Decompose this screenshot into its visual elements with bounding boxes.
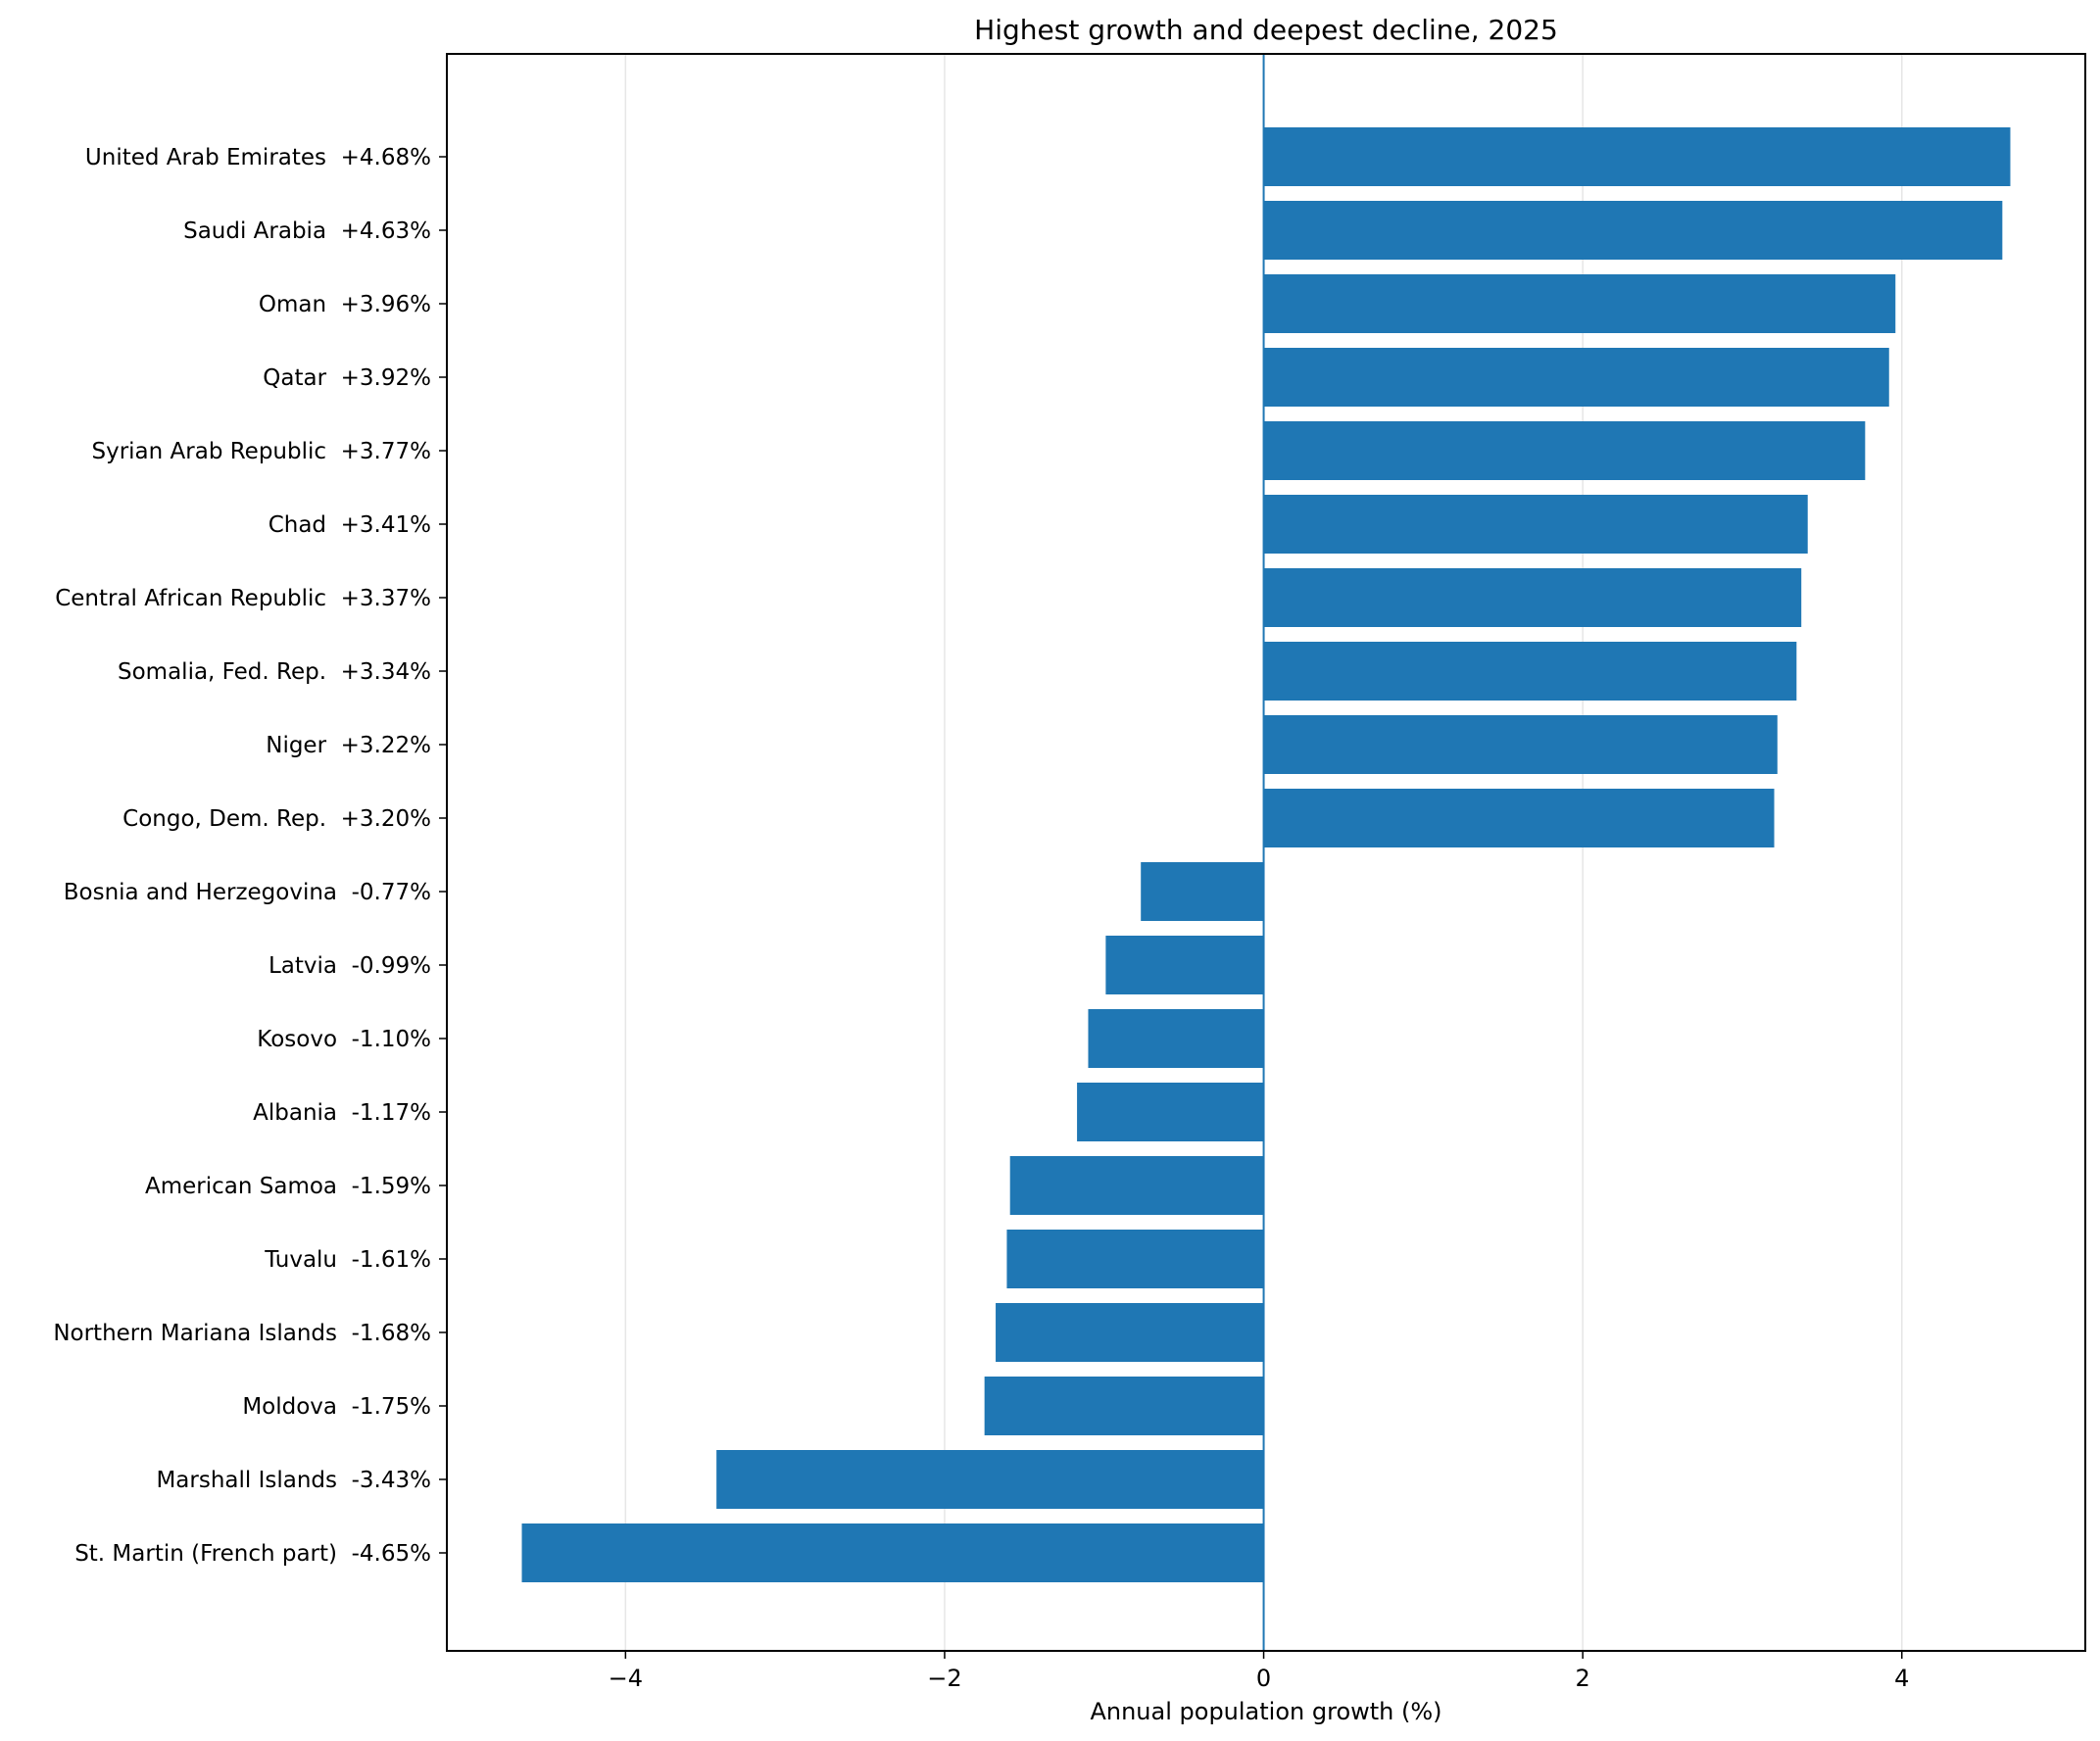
bar-17 — [984, 1377, 1264, 1435]
y-tick-label-19: St. Martin (French part) -4.65% — [74, 1541, 431, 1567]
y-tick-label-3: Qatar +3.92% — [263, 365, 431, 391]
bar-12 — [1088, 1009, 1264, 1068]
bar-13 — [1077, 1083, 1264, 1141]
bar-15 — [1006, 1230, 1264, 1288]
x-tick-label-0: −4 — [609, 1665, 643, 1692]
x-tick-label-3: 2 — [1576, 1665, 1590, 1692]
y-axis-ticks: United Arab Emirates +4.68% Saudi Arabia … — [53, 145, 447, 1567]
y-tick-label-0: United Arab Emirates +4.68% — [85, 145, 431, 170]
bar-8 — [1263, 715, 1778, 774]
bar-16 — [996, 1303, 1264, 1362]
y-tick-label-8: Niger +3.22% — [266, 733, 431, 758]
bar-0 — [1263, 127, 2011, 186]
bar-9 — [1263, 789, 1775, 847]
y-tick-label-14: American Samoa -1.59% — [145, 1174, 431, 1199]
y-tick-label-16: Northern Mariana Islands -1.68% — [53, 1321, 431, 1346]
y-tick-label-5: Chad +3.41% — [269, 512, 431, 538]
y-tick-label-7: Somalia, Fed. Rep. +3.34% — [118, 659, 431, 685]
y-tick-label-10: Bosnia and Herzegovina -0.77% — [64, 880, 431, 905]
y-tick-label-13: Albania -1.17% — [253, 1100, 431, 1126]
y-tick-label-9: Congo, Dem. Rep. +3.20% — [122, 806, 431, 832]
y-tick-label-15: Tuvalu -1.61% — [264, 1247, 431, 1273]
bar-14 — [1009, 1156, 1264, 1215]
y-tick-label-6: Central African Republic +3.37% — [55, 586, 431, 611]
bar-6 — [1263, 568, 1802, 627]
y-tick-label-12: Kosovo -1.10% — [257, 1027, 431, 1052]
bars — [521, 127, 2011, 1582]
bar-18 — [716, 1450, 1264, 1509]
chart-title: Highest growth and deepest decline, 2025 — [974, 14, 1558, 46]
bar-19 — [521, 1523, 1264, 1582]
bar-10 — [1141, 862, 1264, 921]
y-tick-label-1: Saudi Arabia +4.63% — [183, 218, 431, 244]
y-tick-label-17: Moldova -1.75% — [242, 1394, 431, 1420]
y-tick-label-4: Syrian Arab Republic +3.77% — [92, 439, 432, 464]
y-tick-label-2: Oman +3.96% — [259, 292, 431, 317]
bar-11 — [1105, 936, 1264, 994]
bar-1 — [1263, 201, 2003, 260]
x-axis-ticks: −4 −2 0 2 4 — [609, 1651, 1909, 1692]
x-axis-label: Annual population growth (%) — [1090, 1698, 1441, 1725]
bar-3 — [1263, 348, 1889, 407]
bar-4 — [1263, 421, 1866, 480]
bar-7 — [1263, 642, 1797, 701]
bar-5 — [1263, 495, 1808, 554]
plot-frame — [446, 53, 2086, 1652]
x-tick-label-1: −2 — [927, 1665, 961, 1692]
y-tick-label-11: Latvia -0.99% — [269, 953, 431, 979]
x-tick-label-2: 0 — [1256, 1665, 1271, 1692]
bar-2 — [1263, 274, 1896, 333]
y-tick-label-18: Marshall Islands -3.43% — [156, 1468, 431, 1493]
x-tick-label-4: 4 — [1894, 1665, 1909, 1692]
